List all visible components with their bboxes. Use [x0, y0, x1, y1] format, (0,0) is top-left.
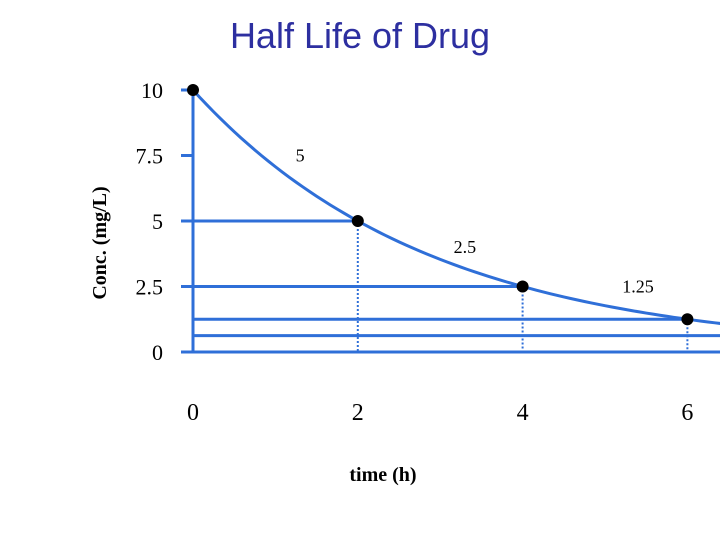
decay-curve: [191, 88, 720, 325]
data-label: 2.5: [454, 237, 477, 257]
data-point: [351, 215, 364, 227]
y-tick-label: 5: [152, 209, 163, 234]
data-label: 1.25: [622, 277, 654, 297]
x-axis-label: time (h): [349, 464, 416, 486]
x-tick-label: 2: [352, 400, 364, 426]
y-tick-label: 7.5: [136, 144, 164, 169]
y-tick-label: 0: [152, 340, 163, 365]
y-tick-label: 10: [141, 78, 163, 103]
y-tick-label: 2.5: [136, 275, 164, 300]
chart-title: Half Life of Drug: [230, 15, 490, 56]
value-annotations: 52.51.250.625: [296, 146, 654, 297]
data-points: [187, 84, 694, 326]
x-tick-label: 4: [517, 400, 529, 426]
y-tick-labels: 0 2.5 5 7.5 10: [136, 78, 164, 365]
axes: [181, 88, 720, 354]
series-line: [191, 88, 720, 325]
data-point: [681, 313, 694, 326]
data-label: 5: [296, 146, 305, 166]
x-tick-label: 6: [681, 400, 693, 426]
x-tick-label: 0: [187, 400, 199, 426]
data-point: [516, 280, 529, 293]
x-tick-labels: 0246810: [187, 400, 693, 426]
y-axis-label: Conc. (mg/L): [89, 186, 111, 299]
data-point: [187, 84, 199, 96]
reference-lines: [193, 219, 720, 352]
